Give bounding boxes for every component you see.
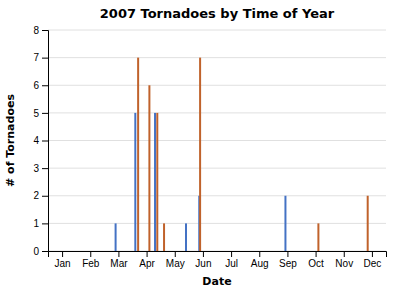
x-tick-label: Feb [82, 258, 100, 269]
x-tick: Nov [335, 251, 353, 269]
grid-line [48, 223, 386, 224]
x-tick-label: Nov [335, 258, 353, 269]
series [138, 58, 368, 251]
grid-line [48, 57, 386, 58]
stem [199, 58, 201, 251]
x-tick-mark [175, 251, 176, 257]
y-axis-line [42, 31, 49, 252]
y-tick-mark [42, 168, 48, 169]
x-tick-mark [372, 251, 373, 257]
stem [163, 223, 165, 251]
x-tick-mark [203, 251, 204, 257]
x-tick-label: Oct [308, 258, 324, 269]
x-tick-mark [316, 251, 317, 257]
y-tick-mark [42, 58, 48, 59]
grid-line [48, 168, 386, 169]
y-tick-mark [42, 85, 48, 86]
x-axis-line [49, 252, 387, 258]
x-tick: Sep [279, 251, 297, 269]
x-tick: Feb [82, 251, 100, 269]
x-tick-mark [344, 251, 345, 257]
stem [367, 196, 369, 251]
grid [48, 30, 386, 251]
x-axis: Jan Feb Mar Apr May Jun Jul Aug Sep Oct Nov Dec [49, 251, 387, 269]
chart: Jan Feb Mar Apr May Jun Jul Aug Sep Oct Nov Dec 0 1 2 3… [0, 0, 400, 293]
x-tick-mark [147, 251, 148, 257]
plot: Jan Feb Mar Apr May Jun Jul Aug Sep Oct Nov Dec 0 1 2 3… [33, 25, 386, 269]
x-tick-label: Aug [251, 258, 269, 269]
x-tick: Apr [139, 251, 155, 269]
x-tick-label: May [166, 258, 185, 269]
title: 2007 Tornadoes by Time of Year [100, 6, 335, 21]
y-tick-label: 0 [33, 246, 39, 257]
y-tick-mark [42, 113, 48, 114]
y-tick-mark [42, 223, 48, 224]
y-tick: 6 [33, 80, 48, 91]
x-tick: Aug [251, 251, 269, 269]
x-tick-label: Mar [110, 258, 128, 269]
x-tick-label: Dec [364, 258, 382, 269]
x-tick: Oct [308, 251, 324, 269]
x-tick: Dec [364, 251, 382, 269]
x-tick-label: Jan [55, 258, 71, 269]
y-tick-label: 2 [33, 190, 39, 201]
stem [185, 223, 187, 251]
x-tick: Jul [225, 251, 238, 269]
grid-line [48, 140, 386, 141]
x-tick-mark [259, 251, 260, 257]
y-tick: 8 [33, 25, 48, 36]
y-tick: 3 [33, 163, 48, 174]
y-tick-label: 7 [33, 52, 39, 63]
grid-line [48, 30, 386, 31]
x-tick-mark [62, 251, 63, 257]
y-tick-label: 6 [33, 80, 39, 91]
x-tick-label: Sep [279, 258, 297, 269]
x-tick-mark [118, 251, 119, 257]
x-tick-label: Jun [195, 258, 211, 269]
grid-line [48, 195, 386, 196]
y-tick: 0 [33, 246, 48, 257]
x-axis-title: Date [202, 275, 231, 288]
grid-line [48, 85, 386, 86]
y-tick-label: 1 [33, 218, 39, 229]
stem [137, 58, 139, 251]
x-tick: Jun [195, 251, 211, 269]
stem [317, 223, 319, 251]
y-tick: 1 [33, 218, 48, 229]
y-tick-label: 3 [33, 163, 39, 174]
x-tick: Mar [110, 251, 128, 269]
y-tick-label: 8 [33, 25, 39, 36]
y-tick-mark [42, 196, 48, 197]
stem [134, 113, 136, 251]
x-tick-label: Jul [225, 258, 238, 269]
y-tick-label: 4 [33, 135, 39, 146]
x-tick: May [166, 251, 185, 269]
stem [148, 85, 150, 251]
y-tick-mark [42, 30, 48, 31]
grid-line [48, 112, 386, 113]
x-tick-label: Apr [139, 258, 155, 269]
x-tick-mark [231, 251, 232, 257]
y-axis: 0 1 2 3 4 5 6 7 8 [33, 25, 48, 257]
x-tick: Jan [55, 251, 71, 269]
y-tick: 4 [33, 135, 48, 146]
y-tick-mark [42, 141, 48, 142]
x-tick-mark [287, 251, 288, 257]
y-tick: 7 [33, 52, 48, 63]
y-tick: 5 [33, 108, 48, 119]
stem [156, 113, 158, 251]
stem [115, 223, 117, 251]
y-tick-label: 5 [33, 108, 39, 119]
stem [284, 196, 286, 251]
y-tick: 2 [33, 190, 48, 201]
y-tick-mark [42, 251, 48, 252]
marks [116, 58, 368, 251]
y-axis-title: # of Tornadoes [4, 94, 17, 187]
x-tick-mark [90, 251, 91, 257]
stem [154, 113, 156, 251]
